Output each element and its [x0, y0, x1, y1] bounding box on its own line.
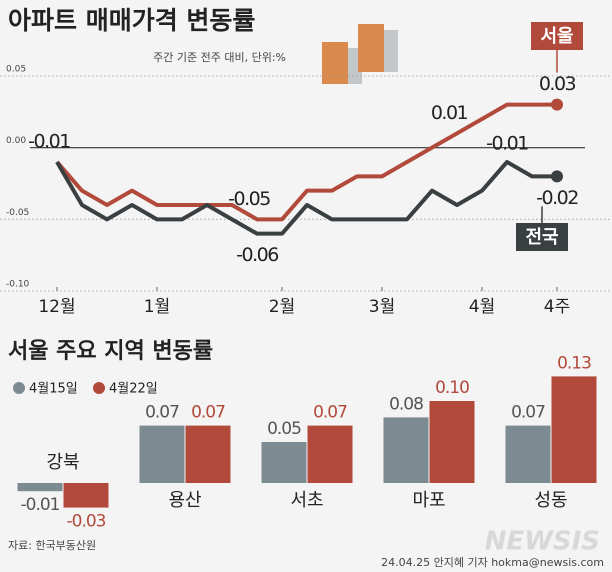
value-label: 0.10 — [435, 378, 469, 398]
building — [384, 30, 398, 72]
building-icon — [322, 24, 398, 84]
bar — [383, 417, 429, 483]
value-label: 0.07 — [313, 403, 347, 423]
bar — [139, 425, 185, 483]
y-tick-label: -0.10 — [6, 280, 30, 290]
x-tick-label: 2월 — [269, 297, 295, 317]
x-tick-label: 용산 — [168, 490, 201, 511]
value-label: 0.05 — [267, 419, 301, 439]
bar — [17, 483, 63, 492]
legend-swatch — [93, 382, 105, 394]
value-label: 0.13 — [557, 353, 591, 373]
x-tick-label: 마포 — [412, 490, 445, 511]
value-label: -0.01 — [486, 133, 528, 155]
series-line — [55, 160, 557, 236]
x-tick-label: 4월 — [469, 297, 495, 317]
legend-label: 서울 — [540, 26, 573, 47]
value-label: 0.01 — [431, 102, 468, 124]
chart-subtitle: 주간 기준 전주 대비, 단위:% — [153, 51, 286, 64]
bar — [551, 376, 597, 483]
value-label: -0.06 — [236, 244, 278, 266]
value-label: -0.01 — [28, 131, 70, 153]
watermark: NEWSIS — [485, 527, 600, 557]
value-label: -0.01 — [21, 495, 60, 515]
x-tick-label: 1월 — [144, 297, 170, 317]
chart-title: 아파트 매매가격 변동률 — [8, 6, 255, 35]
value-label: -0.02 — [536, 187, 578, 209]
chart-title: 서울 주요 지역 변동률 — [8, 339, 213, 364]
x-tick-label: 3월 — [369, 297, 395, 317]
x-tick-label: 강북 — [46, 452, 79, 473]
x-tick-label: 성동 — [534, 490, 567, 511]
value-label: 0.03 — [539, 73, 576, 95]
value-label: 0.07 — [145, 403, 179, 423]
legend-label: 전국 — [525, 227, 558, 248]
y-tick-label: 0.00 — [6, 136, 26, 146]
credit: 24.04.25 안지혜 기자 hokma@newsis.com — [381, 556, 604, 569]
end-dot — [551, 170, 563, 183]
x-tick-label: 4주 — [544, 297, 570, 317]
value-label: 0.07 — [191, 403, 225, 423]
x-tick-label: 서초 — [290, 490, 323, 511]
legend-tag — [516, 223, 568, 251]
source: 자료: 한국부동산원 — [8, 539, 96, 552]
value-label: 0.07 — [511, 403, 545, 423]
legend-swatch — [13, 382, 25, 394]
value-label: -0.03 — [67, 512, 106, 532]
legend-label: 4월22일 — [109, 382, 158, 397]
bar — [429, 401, 475, 483]
series-line — [55, 102, 557, 222]
bar — [505, 425, 551, 483]
legend-label: 4월15일 — [29, 382, 78, 397]
building — [322, 42, 348, 84]
bar — [185, 425, 231, 483]
bar — [261, 442, 307, 483]
legend-tag — [531, 22, 583, 50]
y-tick-label: -0.05 — [6, 208, 29, 218]
bar — [63, 483, 109, 508]
y-tick-label: 0.05 — [6, 65, 26, 75]
building — [358, 24, 384, 72]
value-label: 0.08 — [389, 394, 423, 414]
x-tick-label: 12월 — [38, 297, 75, 317]
end-dot — [551, 98, 563, 111]
bar — [307, 425, 353, 483]
value-label: -0.05 — [228, 188, 270, 210]
